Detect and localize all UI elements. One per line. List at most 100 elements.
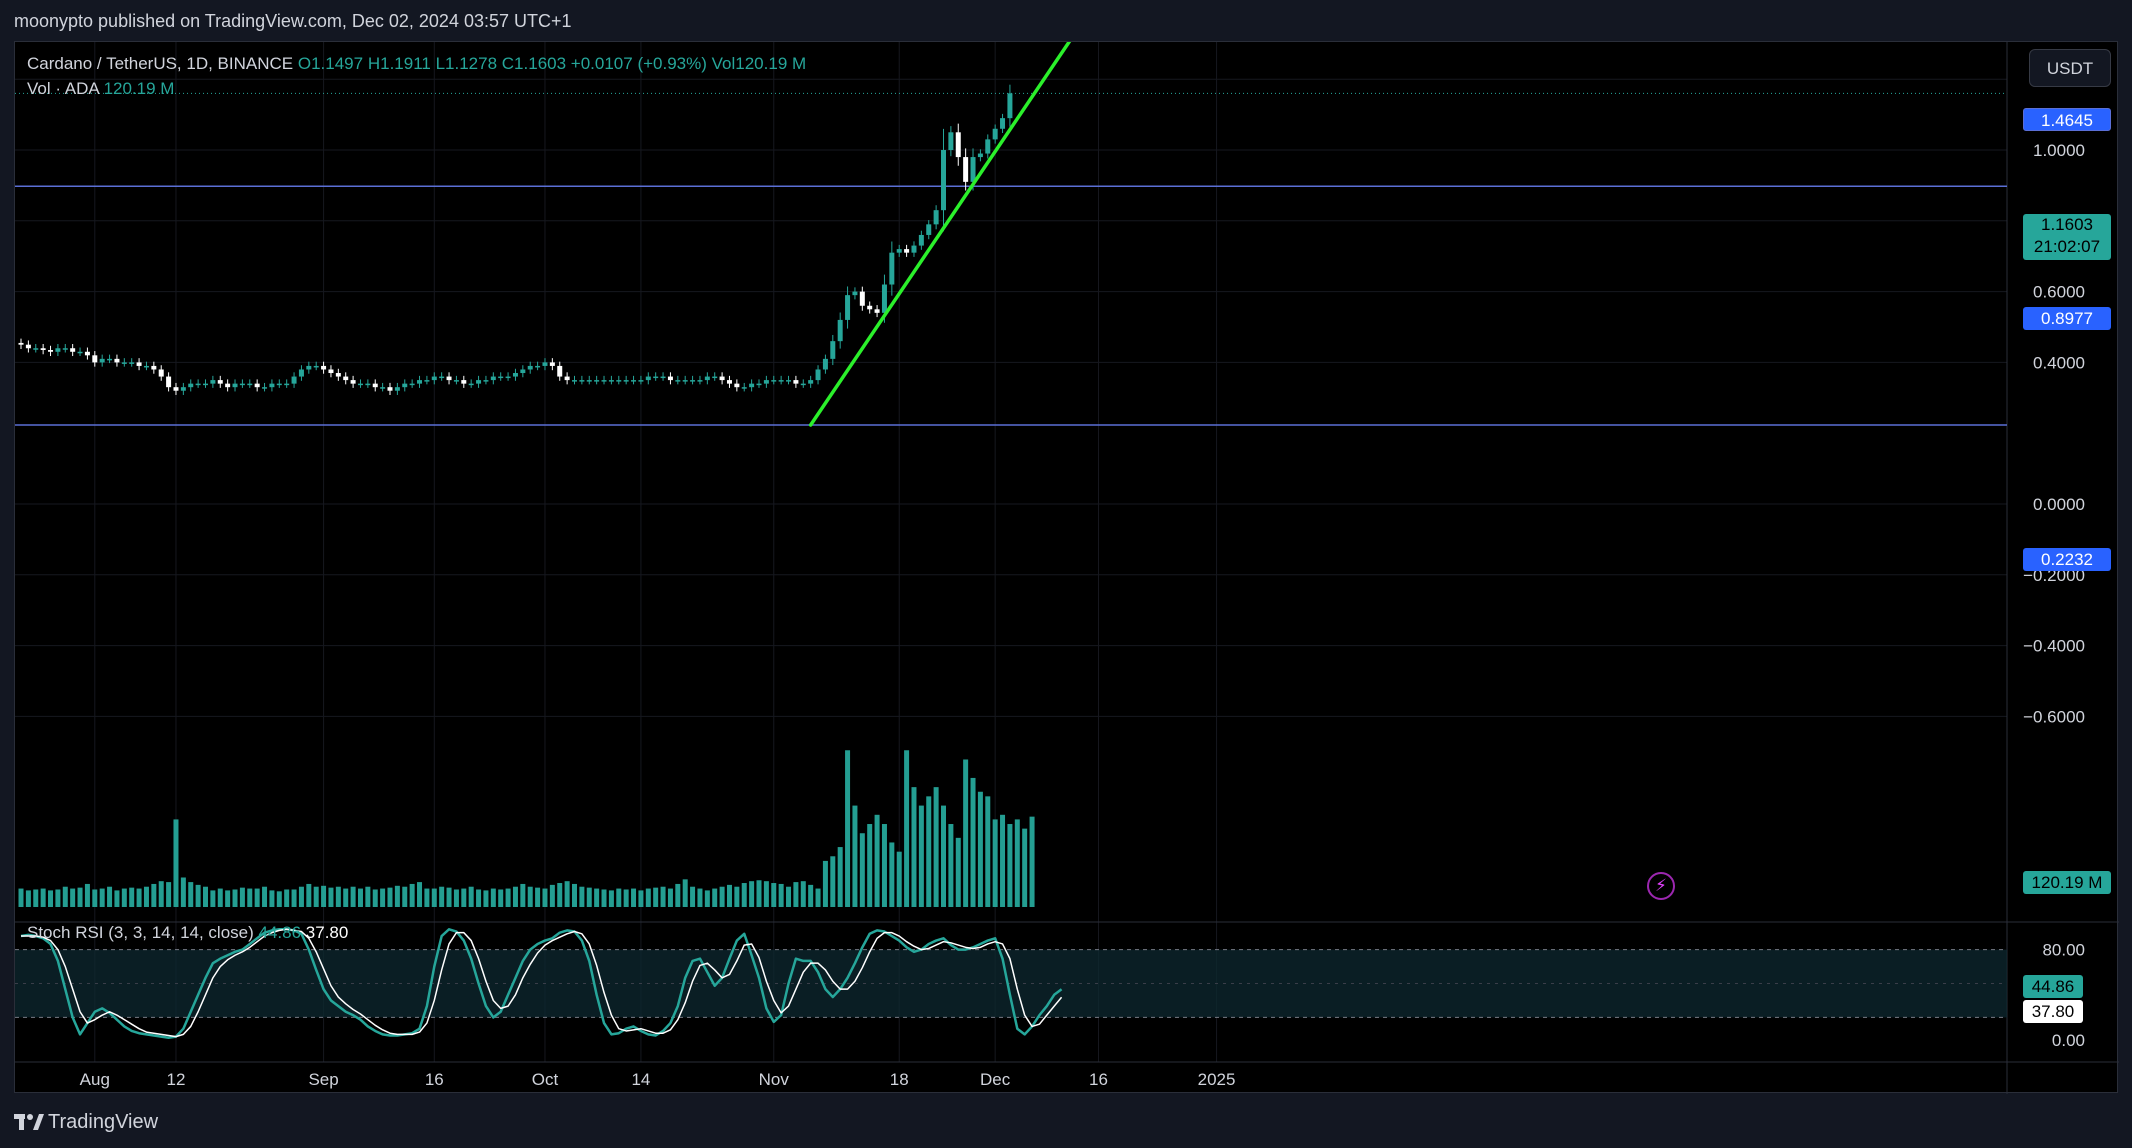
candle-body — [845, 295, 851, 320]
volume-bar — [889, 842, 895, 907]
candle-body — [800, 383, 806, 386]
volume-bar — [62, 886, 68, 907]
currency-button[interactable]: USDT — [2029, 49, 2111, 87]
time-tick-label: 12 — [167, 1070, 186, 1089]
candle-body — [712, 376, 718, 379]
volume-bar — [158, 881, 164, 907]
stoch-rsi-label[interactable]: Stoch RSI (3, 3, 14, 14, close) — [27, 923, 254, 942]
volume-bar — [697, 888, 703, 907]
volume-bar — [741, 883, 747, 907]
volume-bar — [372, 889, 378, 907]
publish-info: moonypto published on TradingView.com, D… — [14, 11, 572, 31]
volume-bar — [417, 882, 423, 907]
volume-bar — [719, 886, 725, 907]
badge-price: 1.1603 — [2041, 215, 2093, 234]
candle-body — [941, 150, 946, 211]
candle-body — [180, 387, 186, 391]
price-tick-label: 1.0000 — [2033, 141, 2085, 160]
candle-body — [210, 380, 216, 384]
volume-bar — [542, 888, 548, 907]
candle-body — [741, 387, 747, 389]
volume-bar — [188, 882, 194, 907]
volume-bar — [350, 886, 356, 907]
candle-body — [889, 252, 895, 285]
lightning-icon[interactable]: ⚡ — [1647, 872, 1675, 900]
chart-canvas[interactable]: 1.40001.20001.00000.80000.60000.40000.00… — [15, 42, 2119, 1094]
candle-body — [505, 376, 511, 379]
candle-body — [896, 249, 902, 253]
volume-bar — [365, 886, 371, 907]
volume-bar — [704, 890, 710, 907]
volume-bar — [535, 887, 541, 907]
candle-body — [719, 376, 725, 381]
symbol-legend: Cardano / TetherUS, 1D, BINANCE O1.1497 … — [27, 54, 806, 74]
candle-body — [771, 380, 777, 382]
candle-body — [697, 380, 703, 382]
badge-volume: 120.19 M — [2023, 871, 2111, 894]
candle-body — [557, 365, 563, 377]
candle-body — [564, 376, 570, 381]
volume-bar — [173, 819, 179, 907]
candle-body — [424, 380, 430, 382]
stoch-tick-label: 0.00 — [2052, 1031, 2085, 1050]
candle-body — [350, 380, 356, 384]
legend-close: C1.1603 — [501, 54, 567, 73]
volume-bar — [837, 847, 843, 907]
chart-panel[interactable]: 1.40001.20001.00000.80000.60000.40000.00… — [14, 41, 2119, 1094]
candle-body — [313, 365, 319, 368]
candle-body — [195, 383, 201, 386]
stoch-rsi-legend: Stoch RSI (3, 3, 14, 14, close) 44.86 37… — [27, 923, 348, 943]
volume-bar — [579, 886, 585, 907]
top-bar: moonypto published on TradingView.com, D… — [0, 0, 2132, 40]
volume-bar — [70, 888, 76, 907]
volume-bar — [77, 887, 83, 907]
candle-body — [306, 365, 312, 370]
volume-bar — [830, 856, 836, 907]
volume-bar — [99, 888, 105, 907]
candle-body — [549, 362, 555, 366]
candle-body — [269, 383, 275, 388]
volume-bar — [107, 886, 113, 907]
volume-legend-label[interactable]: Vol · ADA — [27, 79, 99, 98]
tradingview-brand-text: TradingView — [48, 1111, 159, 1133]
candle-body — [402, 383, 408, 388]
volume-bar — [977, 791, 983, 907]
volume-bar — [33, 889, 39, 907]
candle-body — [520, 369, 526, 374]
volume-bar — [505, 888, 511, 907]
time-tick-label: Oct — [532, 1070, 559, 1089]
candle-body — [417, 380, 423, 384]
volume-bar — [239, 887, 245, 907]
volume-bar — [1007, 824, 1013, 907]
volume-bar — [638, 890, 644, 907]
candle-body — [232, 383, 238, 388]
volume-bar — [217, 888, 223, 907]
volume-bar — [84, 883, 90, 907]
volume-bar — [904, 750, 910, 907]
candle-body — [247, 383, 253, 386]
stoch-k-value: 44.86 — [258, 923, 302, 942]
volume-bar — [778, 883, 784, 907]
volume-bar — [800, 881, 806, 907]
candle-body — [667, 376, 673, 381]
volume-bar — [387, 887, 393, 907]
volume-legend-value: 120.19 M — [103, 79, 175, 98]
volume-bar — [180, 877, 186, 907]
volume-bar — [911, 787, 917, 907]
candle-body — [262, 387, 268, 389]
stoch-k-line — [20, 928, 1063, 1039]
volume-bar — [918, 805, 924, 907]
volume-bar — [203, 886, 208, 907]
tradingview-logo-icon — [14, 1114, 44, 1130]
candle-body — [623, 380, 629, 382]
candle-body — [904, 249, 910, 253]
volume-bar — [25, 890, 31, 907]
candle-body — [756, 383, 762, 386]
volume-bar — [328, 887, 334, 907]
volume-bar — [380, 888, 386, 907]
candle-body — [380, 387, 386, 389]
candle-body — [129, 362, 135, 364]
volume-bar — [129, 887, 135, 907]
volume-bar — [756, 880, 762, 907]
symbol-title[interactable]: Cardano / TetherUS, 1D, BINANCE — [27, 54, 294, 73]
